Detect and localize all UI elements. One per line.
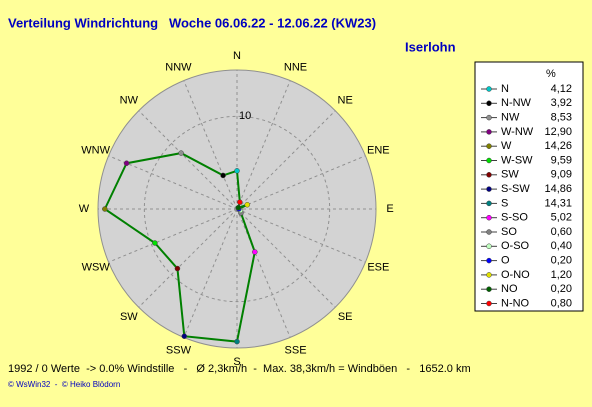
angle-label: WSW	[82, 261, 111, 273]
legend-name: W-SW	[501, 154, 533, 166]
data-point	[152, 240, 158, 246]
legend-value: 0,20	[551, 255, 572, 267]
legend-marker	[486, 86, 492, 92]
data-point	[252, 249, 258, 255]
spoke	[108, 155, 238, 210]
copyright: © WsWin32 - © Heiko Blödorn	[8, 380, 120, 389]
angle-label: SSE	[285, 344, 307, 356]
data-point	[244, 201, 251, 208]
angle-label: NE	[338, 95, 353, 107]
angle-label: S	[233, 356, 240, 368]
legend-marker	[486, 272, 492, 278]
data-point	[123, 160, 130, 167]
legend-name: W	[501, 140, 512, 152]
legend-value: 12,90	[544, 126, 572, 138]
legend-marker	[486, 214, 492, 221]
legend-marker	[486, 200, 492, 207]
legend-value: 8,53	[551, 112, 572, 124]
angle-label: SE	[338, 311, 353, 323]
legend-value: 0,40	[551, 240, 572, 252]
legend-marker	[486, 143, 492, 149]
angle-label: SSW	[166, 344, 192, 356]
angle-label: SW	[120, 311, 138, 323]
legend-name: S-SO	[501, 212, 528, 224]
legend-marker	[486, 114, 492, 121]
legend-value: 3,92	[551, 97, 572, 109]
angle-label: NNE	[284, 62, 307, 74]
r-tick-label: 10	[239, 110, 251, 122]
legend-marker	[486, 257, 492, 264]
legend-value: 0,20	[551, 283, 572, 295]
spoke	[236, 208, 366, 263]
angle-label: ESE	[367, 261, 389, 273]
legend-name: N-NW	[501, 97, 532, 109]
legend-marker	[486, 229, 492, 235]
angle-label: N	[233, 50, 241, 62]
data-point	[220, 172, 226, 179]
legend-value: 1,20	[551, 269, 572, 281]
spoke	[236, 208, 291, 338]
legend-name: NW	[501, 112, 520, 124]
legend-value: 5,02	[551, 212, 572, 224]
legend-value: 14,86	[544, 183, 572, 195]
legend-value: 9,09	[551, 169, 572, 181]
angle-label: NW	[120, 95, 139, 107]
legend-value: 4,12	[551, 83, 572, 95]
legend-marker	[486, 100, 492, 107]
legend-marker	[486, 129, 492, 135]
legend-name: W-NW	[501, 126, 534, 138]
data-point	[237, 199, 243, 205]
legend-value: 14,26	[544, 140, 572, 152]
data-point	[174, 265, 181, 272]
legend-value: 0,80	[551, 297, 572, 309]
data-point	[178, 150, 184, 156]
spoke	[183, 80, 238, 210]
legend-marker	[486, 300, 492, 307]
data-point	[234, 338, 240, 345]
spoke	[138, 110, 238, 210]
legend-name: O-NO	[501, 269, 530, 281]
spoke	[236, 155, 366, 210]
legend-name: S-SW	[501, 183, 530, 195]
spoke	[236, 110, 336, 210]
legend-value: 9,59	[551, 154, 572, 166]
data-point	[181, 333, 188, 339]
legend-name: NO	[501, 283, 518, 295]
legend-marker	[486, 186, 492, 192]
spoke	[236, 80, 291, 210]
grid-circle	[143, 115, 331, 303]
spoke	[236, 208, 336, 308]
data-point	[102, 206, 108, 212]
legend-name: N-NO	[501, 297, 530, 309]
chart-subtitle: Iserlohn	[405, 39, 456, 54]
legend-name: SW	[501, 169, 519, 181]
legend-name: O	[501, 255, 510, 267]
legend-header: %	[546, 68, 556, 80]
legend-value: 0,60	[551, 226, 572, 238]
legend-marker	[486, 243, 492, 250]
chart-title: Verteilung Windrichtung Woche 06.06.22 -…	[8, 15, 376, 30]
legend-name: S	[501, 197, 508, 209]
angle-label: WNW	[81, 144, 110, 156]
data-point	[235, 204, 242, 211]
spoke	[108, 208, 238, 263]
data-point	[234, 168, 240, 174]
angle-label: ENE	[367, 144, 390, 156]
footer: 1992 / 0 Werte -> 0.0% Windstille - Ø 2,…	[8, 363, 471, 375]
legend-marker	[486, 286, 492, 292]
spoke	[183, 208, 238, 338]
angle-label: W	[79, 203, 90, 215]
legend-value: 14,31	[544, 197, 572, 209]
angle-label: NNW	[165, 62, 192, 74]
legend-name: N	[501, 83, 509, 95]
legend-marker	[486, 157, 492, 164]
legend-marker	[486, 172, 492, 178]
angle-label: E	[386, 203, 393, 215]
spoke	[138, 208, 238, 308]
legend-name: O-SO	[501, 240, 530, 252]
legend-name: SO	[501, 226, 517, 238]
